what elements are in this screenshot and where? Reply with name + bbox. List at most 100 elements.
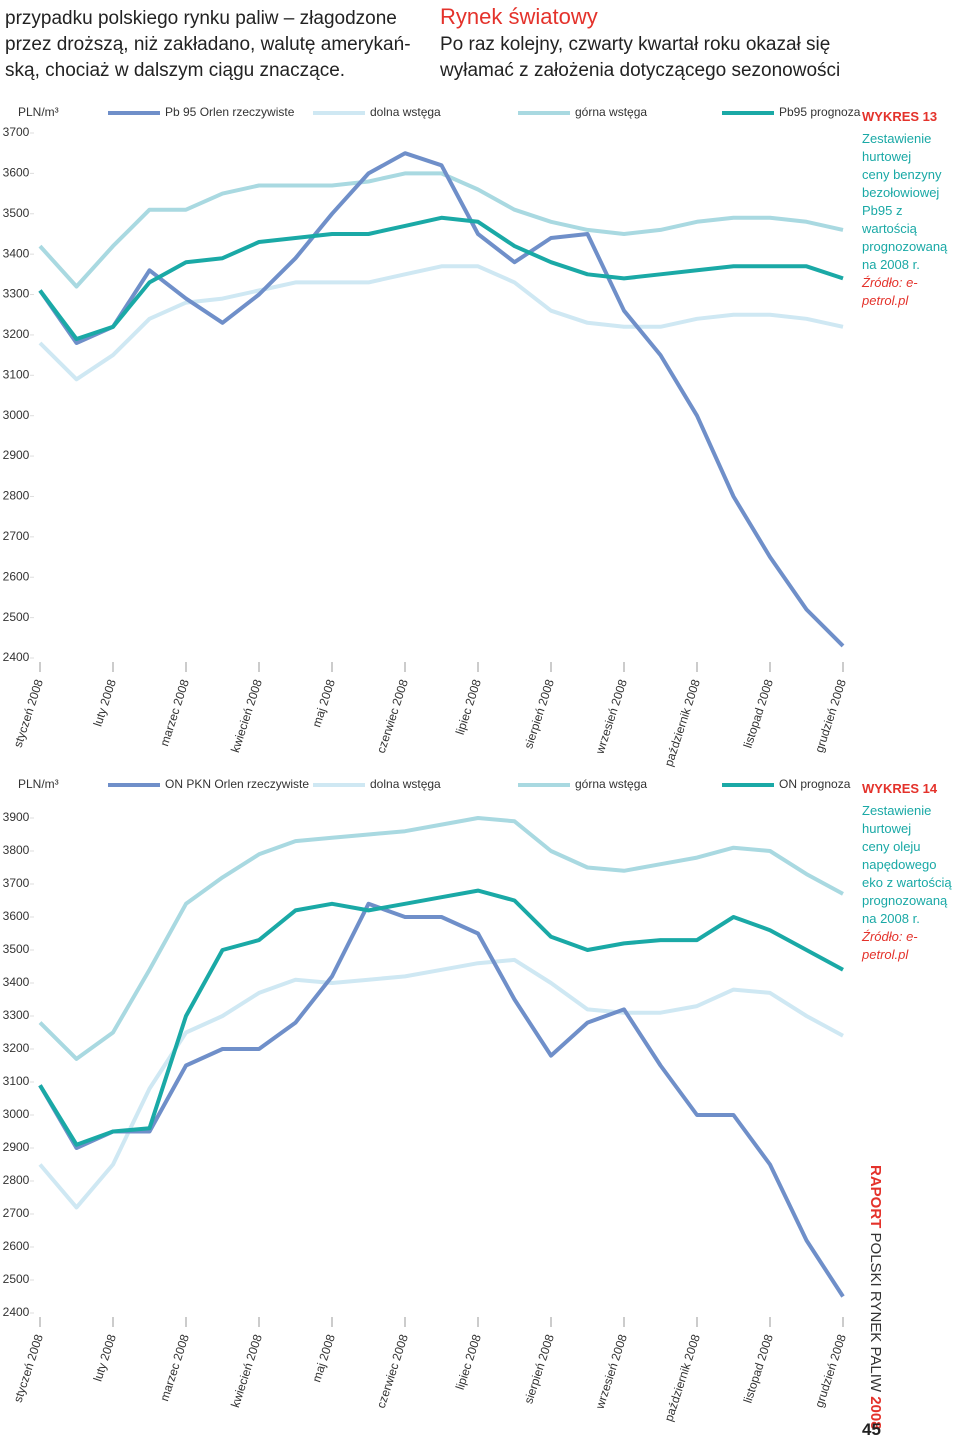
footer-word: RAPORT [867, 1165, 884, 1229]
section-title: Rynek światowy [440, 4, 598, 29]
legend-label: ON prognoza [779, 777, 851, 791]
x-tick-label: czerwiec 2008 [374, 1332, 411, 1410]
y-tick-label: 2600 [3, 1239, 30, 1253]
caption-line: ceny benzyny [862, 167, 942, 182]
x-tick-label: grudzień 2008 [812, 677, 849, 754]
header-line: Po raz kolejny, czwarty kwartał roku oka… [440, 34, 830, 55]
x-tick-label: marzec 2008 [157, 1332, 192, 1403]
footer-word: POLSKI RYNEK PALIW [867, 1232, 884, 1393]
caption-line: prognozowaną [862, 239, 948, 254]
y-tick-label: 2700 [3, 529, 30, 543]
y-tick-label: 2600 [3, 569, 30, 583]
x-tick-label: kwiecień 2008 [228, 677, 265, 754]
y-tick-label: 2400 [3, 650, 30, 664]
caption-title: WYKRES 13 [862, 109, 938, 124]
y-tick-label: 2900 [3, 448, 30, 462]
caption-line: Zestawienie [862, 803, 932, 818]
y-tick-label: 2900 [3, 1140, 30, 1154]
series-line [38, 171, 844, 289]
x-tick-label: październik 2008 [662, 1332, 703, 1423]
y-tick-label: 3100 [3, 1074, 30, 1088]
caption-source: Źródło: e-petrol.pl [862, 275, 918, 308]
y-tick-label: 2700 [3, 1206, 30, 1220]
y-tick-label: 3300 [3, 1008, 30, 1022]
y-tick-label: 3600 [3, 909, 30, 923]
header-line: ską, chociaż w dalszym ciągu znaczące. [5, 60, 345, 81]
x-tick-label: lipiec 2008 [453, 1332, 484, 1391]
x-tick-label: sierpień 2008 [521, 677, 557, 750]
y-tick-label: 3500 [3, 206, 30, 220]
caption-line: napędowego [862, 857, 937, 872]
x-tick-label: styczeń 2008 [11, 677, 46, 749]
y-tick-label: 2400 [3, 1305, 30, 1319]
legend-label: ON PKN Orlen rzeczywiste [165, 777, 309, 791]
y-axis-label: PLN/m³ [18, 777, 59, 791]
y-tick-label: 3800 [3, 843, 30, 857]
header-line: przypadku polskiego rynku paliw – złagod… [5, 8, 397, 29]
page-number: 45 [862, 1420, 881, 1439]
y-tick-label: 2800 [3, 489, 30, 503]
caption-line: bezołowiowej [862, 185, 940, 200]
x-tick-label: wrzesień 2008 [592, 677, 630, 756]
series-line [38, 957, 844, 1210]
caption-line: hurtowej [862, 149, 912, 164]
y-tick-label: 2500 [3, 610, 30, 624]
caption-line: na 2008 r. [862, 257, 920, 272]
x-tick-label: październik 2008 [662, 677, 703, 768]
x-tick-label: marzec 2008 [157, 677, 192, 748]
legend-label: górna wstęga [575, 105, 647, 119]
x-tick-label: lipiec 2008 [453, 677, 484, 736]
series-line [38, 888, 844, 1147]
caption-line: ceny oleju [862, 839, 921, 854]
caption-title: WYKRES 14 [862, 781, 938, 796]
footer: RAPORT POLSKI RYNEK PALIW 2008 [867, 1165, 884, 1430]
caption-line: eko z wartością [862, 875, 952, 890]
series-line [38, 264, 844, 382]
series-line [38, 215, 844, 341]
x-tick-label: maj 2008 [309, 1332, 338, 1384]
x-tick-label: luty 2008 [91, 677, 119, 728]
caption: WYKRES 14 Zestawienie hurtowej ceny olej… [862, 780, 957, 964]
y-tick-label: 3200 [3, 1041, 30, 1055]
y-tick-label: 3400 [3, 975, 30, 989]
y-tick-label: 3700 [3, 876, 30, 890]
x-tick-label: listopad 2008 [740, 677, 775, 750]
y-tick-label: 3000 [3, 1107, 30, 1121]
caption-source: Źródło: e-petrol.pl [862, 929, 918, 962]
legend-label: dolna wstęga [370, 777, 441, 791]
legend-label: dolna wstęga [370, 105, 441, 119]
header-line: wyłamać z założenia dotyczącego sezonowo… [439, 60, 840, 81]
series-line [38, 816, 844, 1061]
caption-line: Pb95 z wartością [862, 203, 917, 236]
y-tick-label: 3400 [3, 246, 30, 260]
caption-line: na 2008 r. [862, 911, 920, 926]
caption-line: prognozowaną [862, 893, 948, 908]
header-line: przez droższą, niż zakładano, walutę ame… [5, 34, 411, 55]
y-tick-label: 3500 [3, 942, 30, 956]
series-line [38, 901, 845, 1298]
x-tick-label: maj 2008 [309, 677, 338, 729]
y-tick-label: 3600 [3, 166, 30, 180]
series-line [38, 151, 845, 648]
caption-line: Zestawienie [862, 131, 932, 146]
x-tick-label: luty 2008 [91, 1332, 119, 1383]
x-tick-label: grudzień 2008 [812, 1332, 849, 1409]
x-tick-label: listopad 2008 [740, 1332, 775, 1405]
y-tick-label: 3900 [3, 810, 30, 824]
x-tick-label: styczeń 2008 [11, 1332, 46, 1404]
y-tick-label: 3300 [3, 287, 30, 301]
y-tick-label: 3100 [3, 367, 30, 381]
x-tick-label: kwiecień 2008 [228, 1332, 265, 1409]
x-tick-label: sierpień 2008 [521, 1332, 557, 1405]
y-tick-label: 3700 [3, 125, 30, 139]
y-tick-label: 3200 [3, 327, 30, 341]
y-tick-label: 3000 [3, 408, 30, 422]
legend-label: Pb 95 Orlen rzeczywiste [165, 105, 295, 119]
y-axis-label: PLN/m³ [18, 105, 59, 119]
y-tick-label: 2800 [3, 1173, 30, 1187]
legend-label: Pb95 prognoza [779, 105, 861, 119]
y-tick-label: 2500 [3, 1272, 30, 1286]
x-tick-label: wrzesień 2008 [592, 1332, 630, 1411]
caption-line: hurtowej [862, 821, 912, 836]
